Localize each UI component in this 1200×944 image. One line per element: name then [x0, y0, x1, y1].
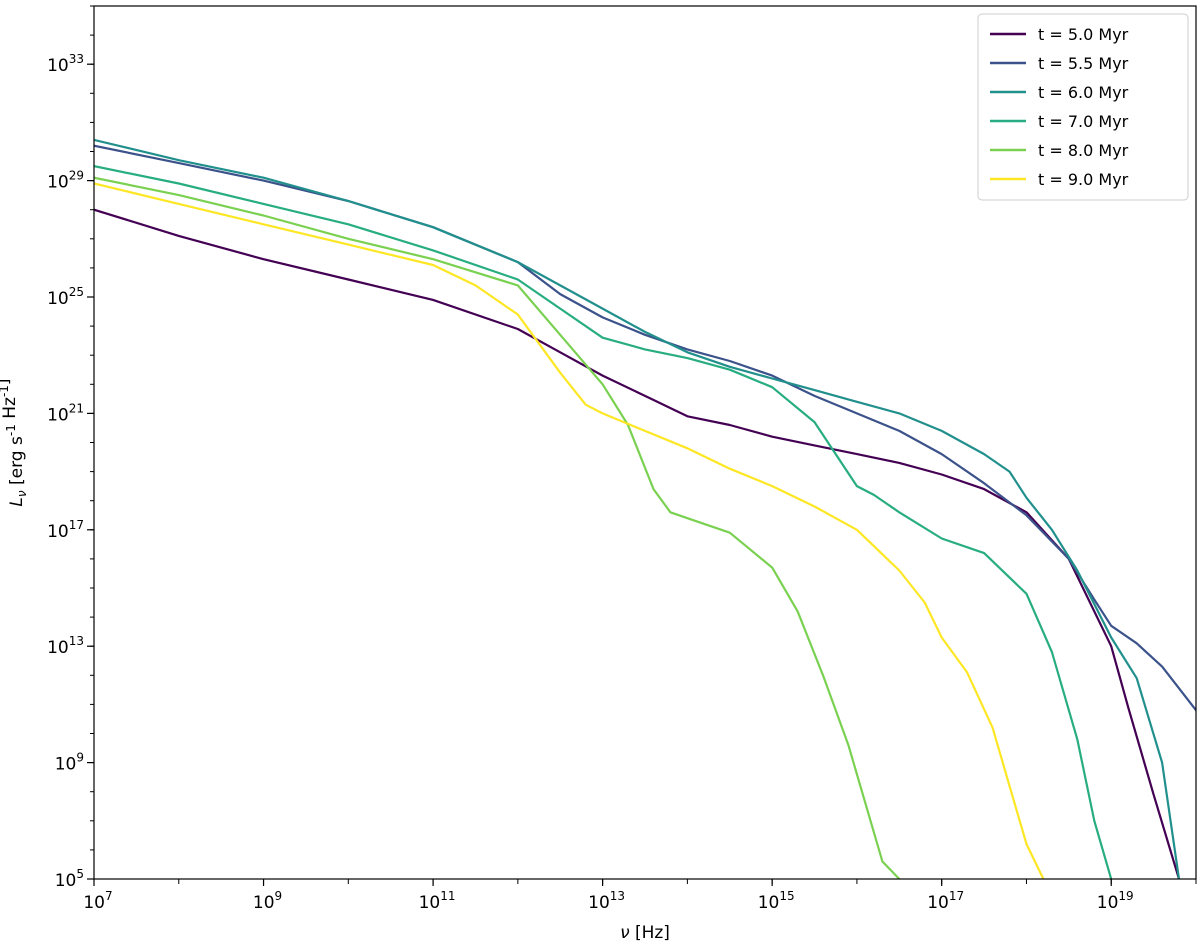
legend-label: t = 6.0 Myr	[1038, 83, 1129, 102]
series-layer	[94, 138, 1196, 879]
x-tick-label: 109	[253, 889, 282, 913]
series-line-4	[94, 176, 901, 879]
legend-label: t = 5.0 Myr	[1038, 25, 1129, 44]
x-tick-label: 107	[83, 889, 112, 913]
y-tick-label: 1013	[47, 634, 84, 658]
y-axis-ticks: 105 109 1013 1017 1021 1025 1029 1033	[47, 5, 94, 891]
series-line-0	[94, 208, 1181, 879]
x-tick-label: 1017	[927, 889, 964, 913]
y-tick-label: 109	[55, 751, 84, 775]
y-tick-label: 105	[55, 867, 84, 891]
x-axis-label: ν [Hz]	[620, 923, 670, 943]
series-line-2	[94, 138, 1181, 879]
y-tick-label: 1021	[47, 401, 84, 425]
x-tick-label: 1011	[419, 889, 456, 913]
x-tick-label: 1013	[588, 889, 625, 913]
series-line-5	[94, 182, 1045, 879]
legend-label: t = 9.0 Myr	[1038, 170, 1129, 189]
series-line-1	[94, 144, 1196, 712]
legend-label: t = 7.0 Myr	[1038, 112, 1129, 131]
legend-label: t = 5.5 Myr	[1038, 54, 1129, 73]
legend-box	[977, 13, 1189, 201]
y-axis-title: Lν [erg s-1 Hz-1]	[0, 378, 29, 506]
x-axis-ticks: 107 109 1011 1013 1015 1017 1019	[83, 879, 1197, 913]
y-tick-label: 1017	[47, 518, 84, 542]
x-tick-label: 1015	[758, 889, 795, 913]
legend: t = 5.0 Myr t = 5.5 Myr t = 6.0 Myr t = 7.0…	[977, 13, 1189, 201]
y-tick-label: 1033	[47, 52, 84, 76]
series-line-3	[94, 165, 1113, 879]
x-tick-label: 1019	[1097, 889, 1134, 913]
legend-label: t = 8.0 Myr	[1038, 141, 1129, 160]
y-axis-label: Lν [erg s-1 Hz-1]	[0, 378, 29, 506]
y-tick-label: 1029	[47, 169, 84, 193]
y-tick-label: 1025	[47, 285, 84, 309]
x-axis-title: ν [Hz]	[620, 923, 670, 943]
